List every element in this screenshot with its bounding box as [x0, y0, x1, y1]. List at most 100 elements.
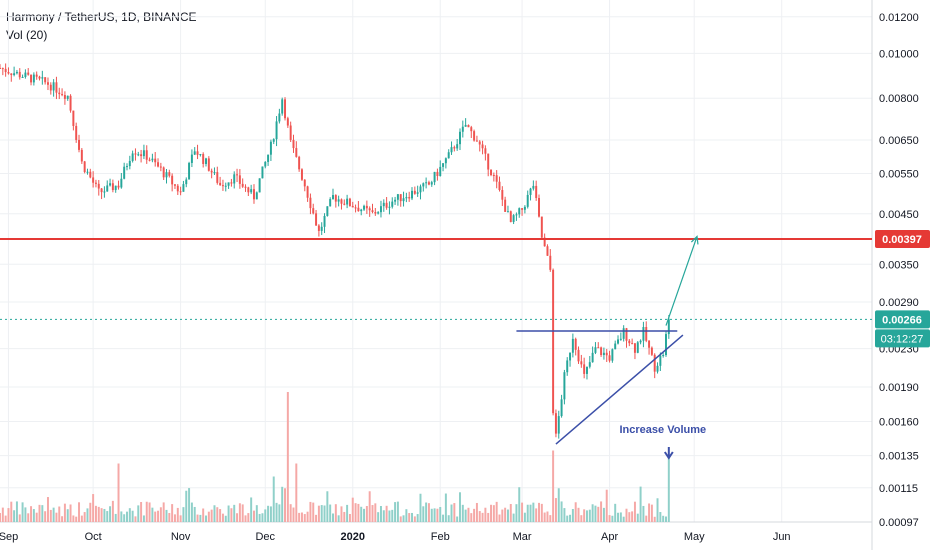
- candle-body: [583, 364, 586, 374]
- candle-body: [159, 166, 162, 168]
- volume-bar: [552, 450, 555, 522]
- volume-bar: [492, 505, 495, 522]
- volume-bar: [315, 514, 318, 522]
- volume-bar: [585, 510, 588, 522]
- candle-body: [633, 343, 636, 353]
- candle-body: [61, 94, 64, 96]
- volume-bar: [487, 512, 490, 522]
- volume-bar: [207, 511, 210, 522]
- volume-bar: [605, 489, 608, 522]
- volume-bar: [538, 502, 540, 522]
- volume-bar: [303, 514, 306, 522]
- candle-body: [202, 154, 205, 164]
- volume-bar: [461, 504, 464, 522]
- x-tick-label: Apr: [601, 531, 618, 543]
- volume-bar: [608, 515, 611, 522]
- candle-body: [540, 216, 543, 238]
- volume-bar: [128, 508, 131, 522]
- candle-body: [422, 183, 425, 187]
- candle-body: [411, 190, 414, 199]
- volume-bar: [173, 514, 176, 522]
- volume-bar: [30, 506, 33, 522]
- volume-bar: [529, 504, 532, 522]
- volume-bar: [546, 511, 549, 522]
- candle-body: [238, 175, 241, 184]
- candle-body: [332, 195, 334, 200]
- x-tick-label: Mar: [513, 531, 532, 543]
- volume-bar: [13, 510, 16, 522]
- volume-bar: [15, 501, 18, 522]
- candle-body: [444, 158, 447, 164]
- volume-bar: [521, 502, 524, 522]
- volume-bar: [385, 505, 388, 522]
- volume-bar: [343, 511, 346, 522]
- candle-body: [577, 349, 580, 362]
- volume-bar: [611, 515, 614, 522]
- candle-body: [605, 352, 608, 356]
- y-tick-label: 0.00290: [879, 297, 919, 309]
- candle-body: [363, 205, 366, 210]
- candle-body: [35, 74, 38, 77]
- candle-body: [261, 166, 264, 179]
- candle-body: [608, 355, 611, 361]
- candle-body: [374, 212, 377, 214]
- candle-body: [94, 182, 97, 184]
- volume-bar: [233, 504, 236, 522]
- volume-bar: [267, 505, 270, 522]
- x-tick-label: Dec: [255, 531, 275, 543]
- volume-bar: [501, 509, 504, 522]
- candle-body: [38, 76, 41, 79]
- candle-body: [267, 154, 270, 162]
- volume-bar: [506, 509, 509, 522]
- candle-body: [162, 167, 165, 178]
- candle-body: [521, 208, 524, 210]
- volume-bar: [244, 515, 247, 522]
- candle-body: [185, 179, 188, 185]
- y-tick-label: 0.00160: [879, 416, 919, 428]
- volume-bar: [0, 512, 1, 522]
- volume-bar: [419, 493, 422, 522]
- volume-bar: [323, 505, 326, 522]
- volume-bar: [346, 504, 349, 522]
- volume-bar: [236, 513, 239, 522]
- candle-body: [306, 186, 309, 198]
- volume-indicator-label[interactable]: Vol (20): [6, 28, 48, 42]
- volume-bar: [439, 506, 442, 522]
- volume-bar: [58, 506, 61, 522]
- volume-bar: [427, 503, 430, 522]
- volume-bar: [182, 507, 185, 522]
- volume-bar: [354, 503, 357, 522]
- candle-body: [13, 73, 16, 76]
- volume-bar: [38, 504, 41, 522]
- volume-bar: [176, 507, 179, 522]
- volume-bar: [450, 504, 453, 522]
- volume-bar: [509, 504, 512, 522]
- volume-bar: [123, 514, 126, 522]
- volume-bar: [199, 514, 202, 522]
- candle-body: [221, 185, 224, 187]
- candle-body: [80, 149, 83, 162]
- volume-bar: [10, 501, 13, 522]
- volume-bars: [0, 392, 670, 522]
- volume-bar: [269, 506, 272, 522]
- volume-bar: [238, 503, 241, 522]
- candle-body: [614, 343, 617, 350]
- candle-body: [190, 154, 193, 163]
- candle-body: [83, 161, 86, 173]
- volume-bar: [665, 516, 667, 522]
- volume-bar: [388, 510, 391, 522]
- candle-body: [571, 338, 574, 353]
- candle-body: [650, 347, 653, 355]
- volume-bar: [224, 515, 227, 522]
- candle-body: [106, 185, 109, 192]
- candle-body: [236, 174, 239, 176]
- candle-body: [475, 140, 478, 142]
- volume-bar: [292, 507, 295, 522]
- candle-body: [233, 174, 236, 184]
- candle-body: [659, 355, 662, 366]
- candle-body: [24, 72, 27, 77]
- candle-body: [563, 372, 566, 400]
- candle-body: [509, 211, 512, 222]
- candle-body: [131, 153, 134, 161]
